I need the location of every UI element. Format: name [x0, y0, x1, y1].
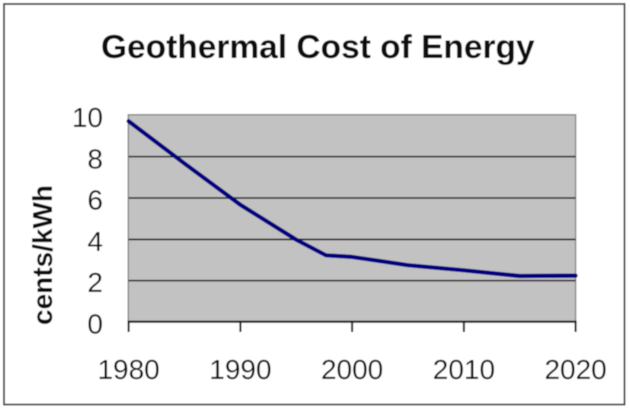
svg-text:2020: 2020 [544, 354, 606, 385]
svg-text:4: 4 [87, 226, 103, 257]
svg-text:cents/kWh: cents/kWh [27, 185, 58, 325]
svg-text:2010: 2010 [433, 354, 495, 385]
svg-text:1980: 1980 [97, 354, 159, 385]
svg-text:Geothermal Cost of Energy: Geothermal Cost of Energy [101, 29, 535, 66]
svg-text:10: 10 [72, 102, 103, 133]
svg-text:8: 8 [87, 143, 103, 174]
svg-text:2: 2 [87, 267, 103, 298]
svg-text:2000: 2000 [321, 354, 383, 385]
svg-text:6: 6 [87, 185, 103, 216]
svg-text:1990: 1990 [209, 354, 271, 385]
svg-text:0: 0 [87, 309, 103, 340]
